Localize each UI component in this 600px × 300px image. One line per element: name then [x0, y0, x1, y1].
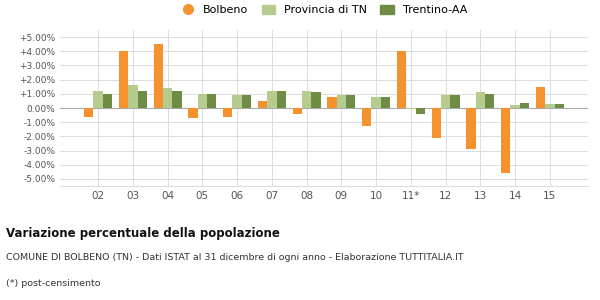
Bar	[103, 94, 112, 108]
Bar	[381, 97, 390, 108]
Bar	[207, 94, 217, 108]
Bar	[431, 108, 441, 138]
Bar	[277, 91, 286, 108]
Bar	[197, 94, 207, 108]
Bar	[545, 104, 554, 108]
Bar	[328, 97, 337, 108]
Bar	[119, 51, 128, 108]
Bar	[511, 105, 520, 108]
Bar	[346, 95, 355, 108]
Bar	[311, 92, 320, 108]
Bar	[536, 87, 545, 108]
Bar	[466, 108, 476, 149]
Bar	[441, 95, 451, 108]
Bar	[302, 91, 311, 108]
Text: (*) post-censimento: (*) post-censimento	[6, 279, 101, 288]
Bar	[520, 103, 529, 108]
Bar	[242, 95, 251, 108]
Bar	[485, 94, 494, 108]
Bar	[267, 91, 277, 108]
Bar	[223, 108, 232, 116]
Bar	[406, 108, 416, 110]
Bar	[416, 108, 425, 114]
Bar	[188, 108, 197, 118]
Bar	[163, 88, 172, 108]
Bar	[476, 92, 485, 108]
Text: COMUNE DI BOLBENO (TN) - Dati ISTAT al 31 dicembre di ogni anno - Elaborazione T: COMUNE DI BOLBENO (TN) - Dati ISTAT al 3…	[6, 254, 464, 262]
Text: Variazione percentuale della popolazione: Variazione percentuale della popolazione	[6, 226, 280, 239]
Bar	[362, 108, 371, 126]
Bar	[172, 91, 182, 108]
Bar	[554, 104, 564, 108]
Bar	[232, 95, 242, 108]
Bar	[154, 44, 163, 108]
Bar	[371, 97, 381, 108]
Bar	[258, 101, 267, 108]
Bar	[137, 91, 147, 108]
Bar	[94, 91, 103, 108]
Bar	[293, 108, 302, 114]
Bar	[451, 95, 460, 108]
Bar	[84, 108, 94, 116]
Bar	[397, 51, 406, 108]
Bar	[128, 85, 137, 108]
Legend: Bolbeno, Provincia di TN, Trentino-AA: Bolbeno, Provincia di TN, Trentino-AA	[178, 1, 470, 18]
Bar	[501, 108, 511, 173]
Bar	[337, 95, 346, 108]
